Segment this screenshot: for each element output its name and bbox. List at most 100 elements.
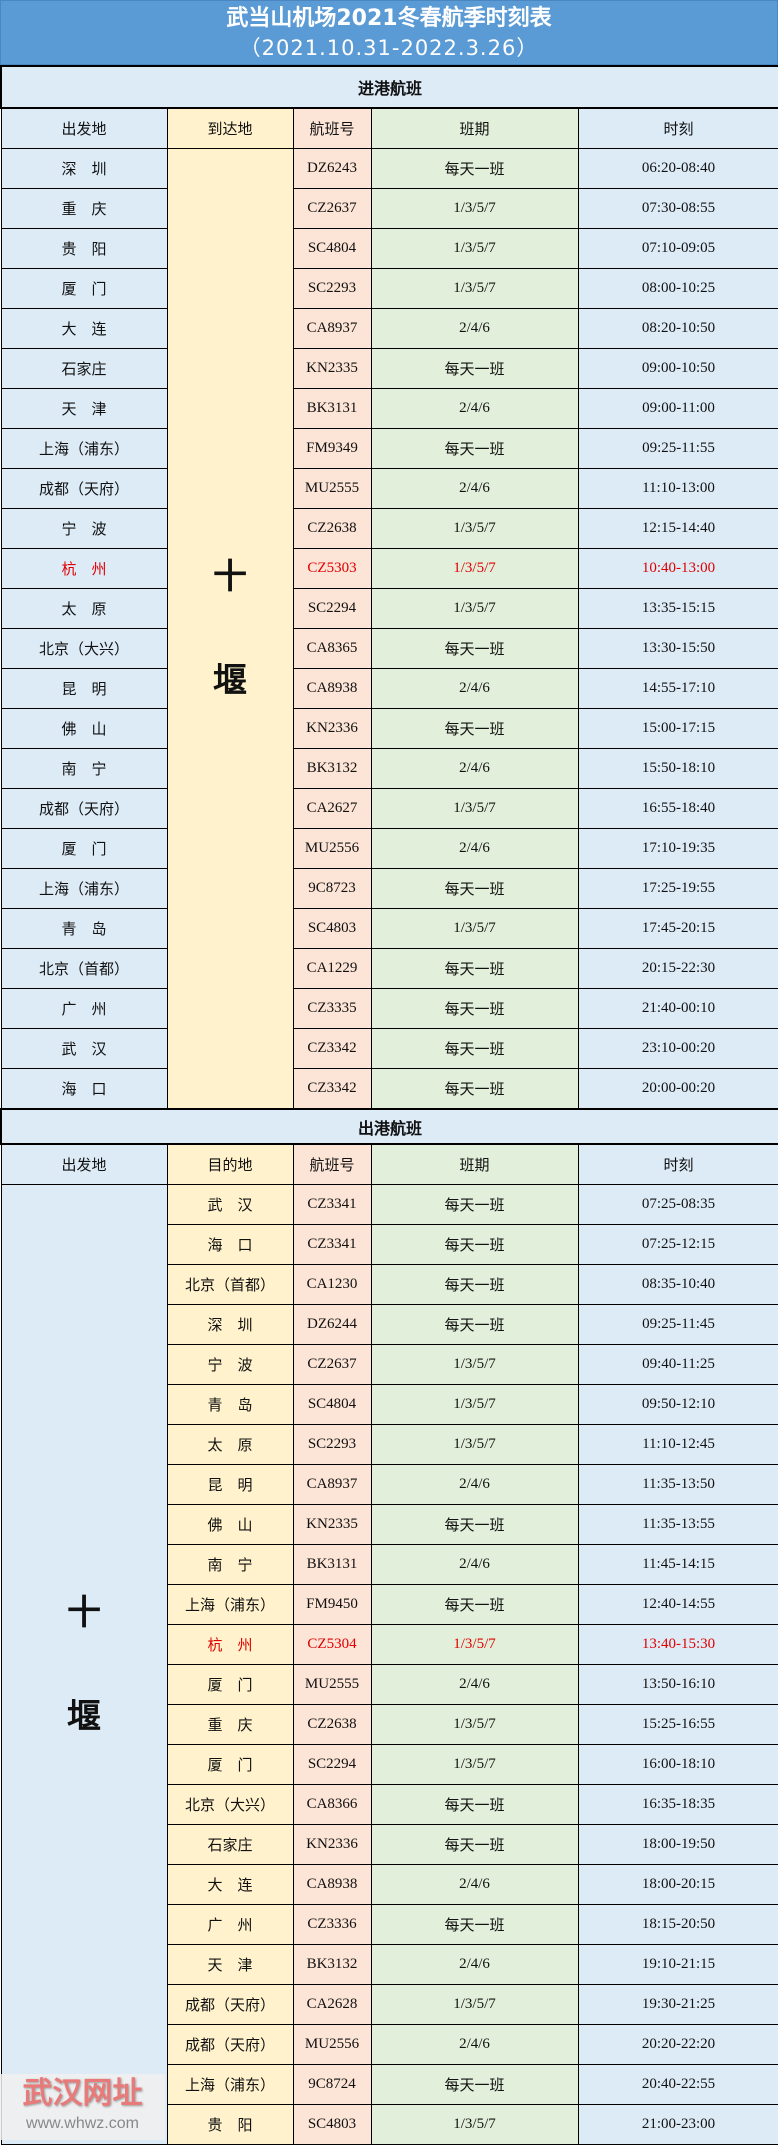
origin-city: 北京（大兴）	[0, 628, 168, 669]
destination-city: 天 津	[166, 1944, 294, 1985]
flight-number: MU2555	[292, 1664, 372, 1705]
table-row: 成都（天府） MU2555 2/4/6 11:10-13:00	[0, 468, 778, 509]
table-row: 深 圳 DZ6244 每天一班 09:25-11:45	[1, 1304, 778, 1345]
flight-time: 17:10-19:35	[577, 828, 778, 869]
flight-number: CZ5304	[292, 1624, 372, 1665]
operating-days: 每天一班	[370, 2064, 579, 2105]
flight-number: DZ6244	[292, 1304, 372, 1345]
destination-city: 重 庆	[166, 1704, 294, 1745]
schedule-title-banner: 武当山机场2021冬春航季时刻表 （2021.10.31-2022.3.26）	[0, 0, 778, 65]
table-row: 重 庆 CZ2637 1/3/5/7 07:30-08:55	[0, 188, 778, 229]
schedule-table: 进港航班 出发地 到达地 航班号 班期 时刻 深 圳十堰 DZ6243 每天一班 06…	[0, 65, 778, 2145]
schedule-date-range: （2021.10.31-2022.3.26）	[239, 36, 539, 60]
operating-days: 每天一班	[370, 1904, 579, 1945]
operating-days: 每天一班	[370, 1304, 579, 1345]
flight-time: 15:50-18:10	[577, 748, 778, 789]
table-row: 青 岛 SC4804 1/3/5/7 09:50-12:10	[1, 1384, 778, 1425]
origin-city: 贵 阳	[0, 228, 168, 269]
flight-number: CZ3336	[292, 1904, 372, 1945]
watermark-name: 武汉网址	[22, 2076, 143, 2111]
flight-time: 08:35-10:40	[577, 1264, 778, 1305]
origin-city: 太 原	[0, 588, 168, 629]
city-char: 堰	[67, 1696, 101, 1737]
table-row: 厦 门 MU2555 2/4/6 13:50-16:10	[1, 1664, 778, 1705]
table-row: 广 州 CZ3335 每天一班 21:40-00:10	[0, 988, 778, 1029]
arrivals-column-headers: 出发地 到达地 航班号 班期 时刻	[0, 107, 778, 149]
table-row: 重 庆 CZ2638 1/3/5/7 15:25-16:55	[1, 1704, 778, 1745]
origin-city: 厦 门	[0, 828, 168, 869]
operating-days: 1/3/5/7	[370, 2104, 579, 2145]
operating-days: 2/4/6	[370, 308, 579, 349]
flight-time: 10:40-13:00	[577, 548, 778, 589]
departures-column-headers: 出发地 目的地 航班号 班期 时刻	[0, 1143, 778, 1185]
flight-number: CA8938	[292, 668, 372, 709]
operating-days: 每天一班	[370, 708, 579, 749]
arrivals-section: 进港航班 出发地 到达地 航班号 班期 时刻 深 圳十堰 DZ6243 每天一班 06…	[0, 65, 778, 1110]
operating-days: 1/3/5/7	[370, 268, 579, 309]
table-row: 昆 明 CA8938 2/4/6 14:55-17:10	[0, 668, 778, 709]
operating-days: 1/3/5/7	[370, 548, 579, 589]
flight-number: CZ3341	[292, 1184, 372, 1225]
origin-city: 石家庄	[0, 348, 168, 389]
col-flight-no: 航班号	[292, 107, 372, 149]
table-row: 上海（浦东） FM9450 每天一班 12:40-14:55	[1, 1584, 778, 1625]
flight-time: 07:25-12:15	[577, 1224, 778, 1265]
flight-time: 20:20-22:20	[577, 2024, 778, 2065]
table-row: 贵 阳 SC4803 1/3/5/7 21:00-23:00	[1, 2104, 778, 2145]
origin-city: 青 岛	[0, 908, 168, 949]
flight-time: 13:30-15:50	[577, 628, 778, 669]
col-origin: 出发地	[0, 1143, 168, 1185]
operating-days: 每天一班	[370, 148, 579, 189]
operating-days: 每天一班	[370, 1184, 579, 1225]
flight-number: KN2336	[292, 708, 372, 749]
origin-city: 广 州	[0, 988, 168, 1029]
flight-number: SC4803	[292, 908, 372, 949]
operating-days: 每天一班	[370, 428, 579, 469]
table-row: 大 连 CA8938 2/4/6 18:00-20:15	[1, 1864, 778, 1905]
city-char: 堰	[213, 660, 247, 701]
flight-number: BK3132	[292, 748, 372, 789]
destination-city: 成都（天府）	[166, 2024, 294, 2065]
operating-days: 1/3/5/7	[370, 1704, 579, 1745]
flight-number: SC2293	[292, 268, 372, 309]
operating-days: 每天一班	[370, 1824, 579, 1865]
col-destination: 到达地	[166, 107, 294, 149]
flight-number: CZ3342	[292, 1068, 372, 1110]
table-row: 武 汉 CZ3342 每天一班 23:10-00:20	[0, 1028, 778, 1069]
table-row: 大 连 CA8937 2/4/6 08:20-10:50	[0, 308, 778, 349]
table-row: 宁 波 CZ2637 1/3/5/7 09:40-11:25	[1, 1344, 778, 1385]
destination-city: 宁 波	[166, 1344, 294, 1385]
destination-city: 太 原	[166, 1424, 294, 1465]
flight-number: MU2556	[292, 2024, 372, 2065]
flight-time: 09:25-11:55	[577, 428, 778, 469]
table-row: 深 圳十堰 DZ6243 每天一班 06:20-08:40	[0, 148, 778, 1110]
destination-city: 武 汉	[166, 1184, 294, 1225]
origin-city: 深 圳	[0, 148, 168, 189]
table-row: 贵 阳 SC4804 1/3/5/7 07:10-09:05	[0, 228, 778, 269]
table-row: 佛 山 KN2336 每天一班 15:00-17:15	[0, 708, 778, 749]
col-flight-no: 航班号	[292, 1143, 372, 1185]
operating-days: 1/3/5/7	[370, 788, 579, 829]
table-row: 海 口 CZ3342 每天一班 20:00-00:20	[0, 1068, 778, 1110]
table-row: 天 津 BK3132 2/4/6 19:10-21:15	[1, 1944, 778, 1985]
flight-time: 12:15-14:40	[577, 508, 778, 549]
destination-city: 上海（浦东）	[166, 1584, 294, 1625]
origin-city: 杭 州	[0, 548, 168, 589]
flight-time: 13:40-15:30	[577, 1624, 778, 1665]
operating-days: 1/3/5/7	[370, 1384, 579, 1425]
flight-number: KN2335	[292, 348, 372, 389]
table-row: 太 原 SC2293 1/3/5/7 11:10-12:45	[1, 1424, 778, 1465]
table-row: 成都（天府） CA2627 1/3/5/7 16:55-18:40	[0, 788, 778, 829]
flight-time: 09:50-12:10	[577, 1384, 778, 1425]
table-row: 石家庄 KN2336 每天一班 18:00-19:50	[1, 1824, 778, 1865]
destination-city: 上海（浦东）	[166, 2064, 294, 2105]
flight-number: BK3132	[292, 1944, 372, 1985]
operating-days: 2/4/6	[370, 828, 579, 869]
table-row: 厦 门 SC2293 1/3/5/7 08:00-10:25	[0, 268, 778, 309]
flight-number: SC2294	[292, 1744, 372, 1785]
operating-days: 1/3/5/7	[370, 908, 579, 949]
operating-days: 2/4/6	[370, 1944, 579, 1985]
flight-number: SC4804	[292, 1384, 372, 1425]
flight-time: 15:00-17:15	[577, 708, 778, 749]
flight-time: 21:40-00:10	[577, 988, 778, 1029]
